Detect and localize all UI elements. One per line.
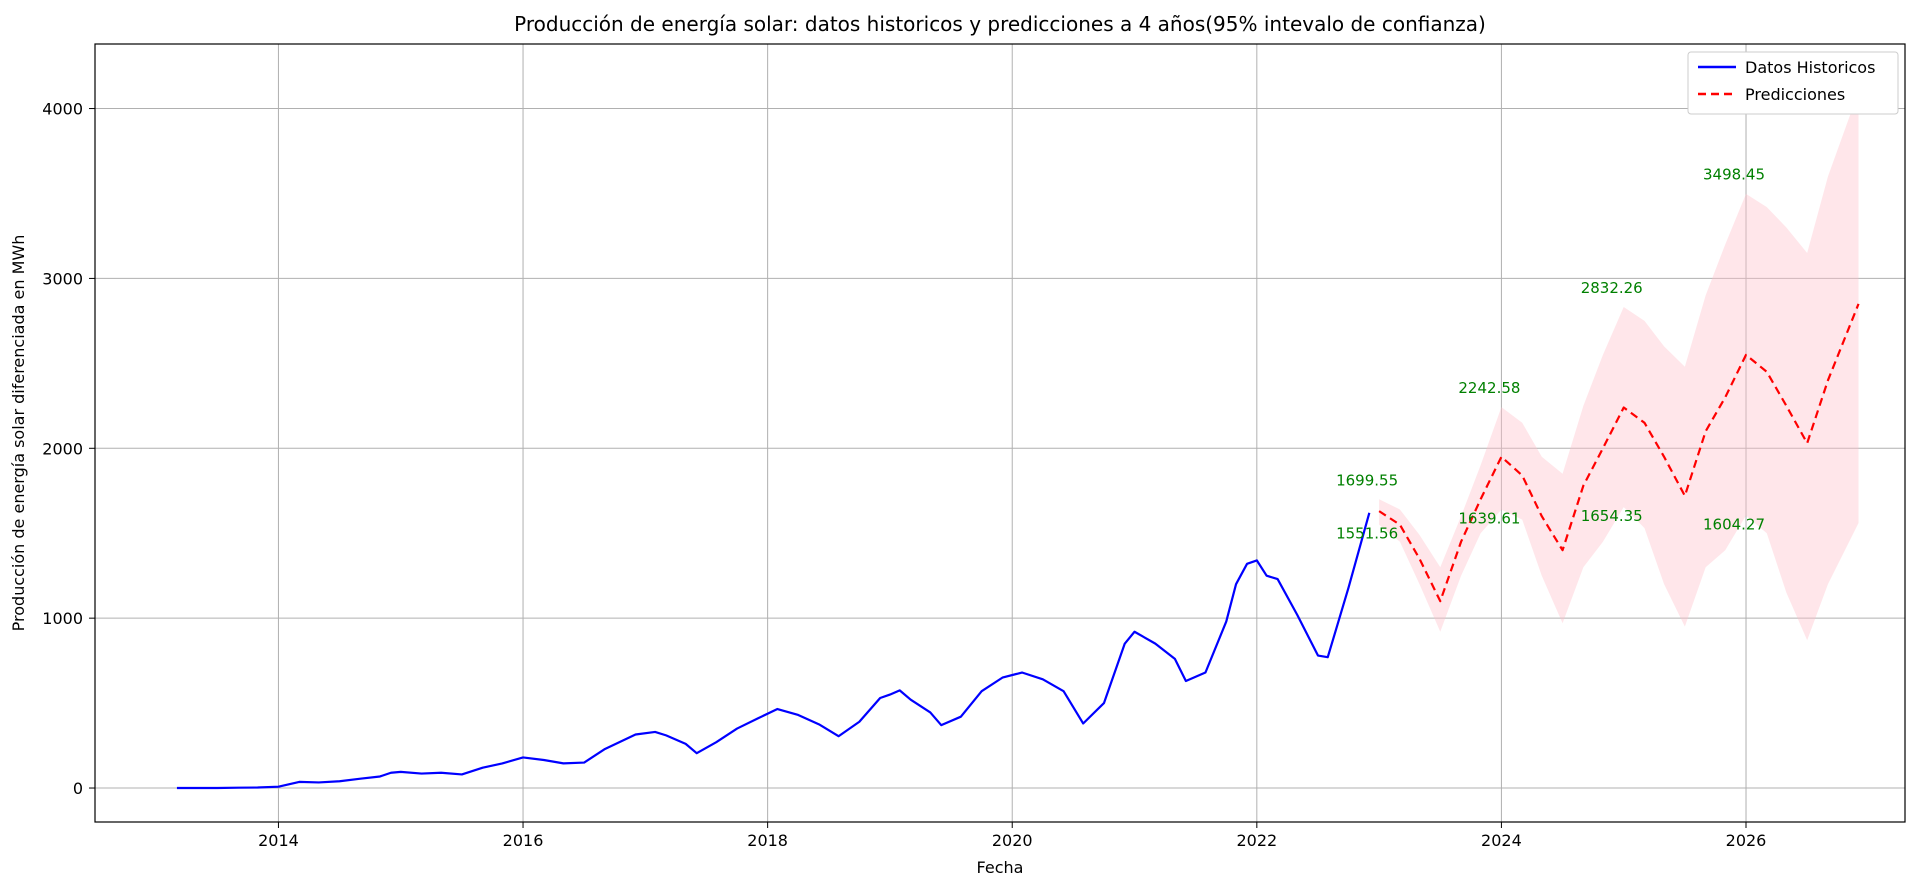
annotation-label: 3498.45 [1703, 166, 1765, 184]
annotation-label: 1639.61 [1458, 510, 1520, 528]
x-tick-label: 2024 [1481, 831, 1522, 850]
y-tick-label: 2000 [42, 439, 83, 458]
confidence-band-area [1379, 91, 1859, 641]
plot-frame [94, 43, 1906, 823]
y-axis-label: Producción de energía solar diferenciada… [9, 235, 28, 632]
legend-label-prediction: Predicciones [1745, 85, 1845, 104]
annotation-label: 1604.27 [1703, 516, 1765, 534]
annotations: 1699.55 1551.56 2242.58 1639.61 2832.26 1654.… [1336, 166, 1765, 543]
x-tick-label: 2022 [1236, 831, 1277, 850]
annotation-label: 1551.56 [1336, 524, 1398, 542]
x-tick-label: 2014 [258, 831, 299, 850]
series-line-historical [176, 512, 1371, 790]
grid [95, 44, 1905, 822]
x-axis-label: Fecha [977, 858, 1024, 874]
confidence-band [1379, 91, 1859, 641]
legend-label-historical: Datos Historicos [1745, 58, 1875, 77]
y-tick-label: 0 [73, 779, 83, 798]
annotation-label: 1699.55 [1336, 471, 1398, 489]
series-lines [176, 303, 1860, 790]
annotation-label: 2832.26 [1581, 279, 1643, 297]
x-tick-label: 2026 [1726, 831, 1767, 850]
chart-title: Producción de energía solar: datos histo… [514, 12, 1486, 36]
y-tick-label: 4000 [42, 100, 83, 119]
legend-box [1687, 51, 1899, 115]
y-axis-ticks: 0 1000 2000 3000 4000 [42, 100, 95, 798]
y-tick-label: 1000 [42, 609, 83, 628]
annotation-label: 1654.35 [1581, 507, 1643, 525]
x-tick-label: 2018 [747, 831, 788, 850]
x-tick-label: 2016 [503, 831, 544, 850]
annotation-label: 2242.58 [1458, 379, 1520, 397]
legend: Datos Historicos Predicciones [1687, 51, 1899, 115]
x-axis-ticks: 2014 2016 2018 2020 2022 2024 2026 [258, 822, 1766, 850]
x-tick-label: 2020 [992, 831, 1033, 850]
series-line-prediction [1378, 303, 1860, 603]
y-tick-label: 3000 [42, 269, 83, 288]
